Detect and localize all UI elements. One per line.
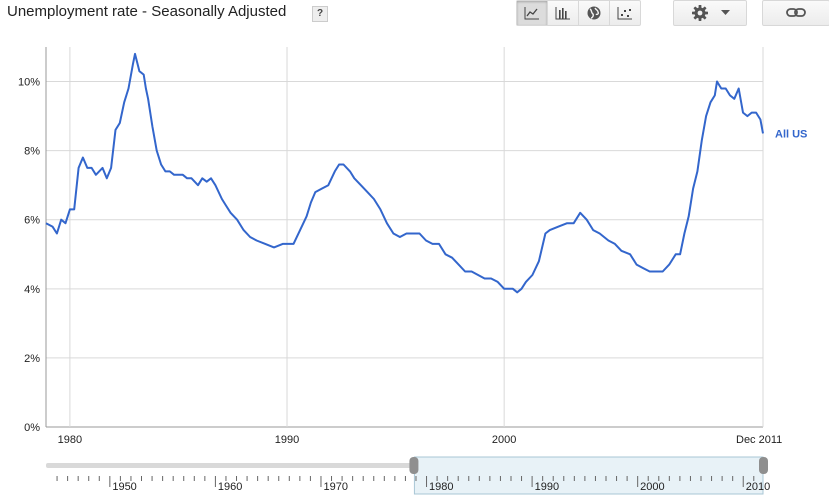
navigator-left-handle bbox=[409, 457, 419, 474]
nav-tick-label: 2000 bbox=[640, 481, 664, 493]
link-button[interactable] bbox=[762, 0, 829, 26]
nav-tick-label: 1990 bbox=[535, 481, 559, 493]
navigator-selection bbox=[413, 456, 764, 495]
scatter-icon[interactable] bbox=[610, 1, 640, 25]
bar-chart-icon[interactable] bbox=[548, 1, 579, 25]
help-button[interactable]: ? bbox=[312, 6, 328, 22]
nav-tick-label: 1970 bbox=[323, 481, 347, 493]
nav-tick-label: 1980 bbox=[429, 481, 453, 493]
settings-menu-button[interactable] bbox=[673, 0, 747, 26]
line-chart-icon[interactable] bbox=[517, 1, 548, 25]
navigator-right-handle bbox=[759, 457, 768, 474]
nav-tick-label: 2010 bbox=[746, 481, 770, 493]
map-globe-icon[interactable] bbox=[579, 1, 610, 25]
chart-type-toolbar bbox=[516, 0, 641, 26]
chevron-down-icon bbox=[720, 10, 730, 16]
link-icon bbox=[786, 7, 806, 19]
chart-title: Unemployment rate - Seasonally Adjusted bbox=[7, 3, 287, 20]
navigator-axis: 1950 1960 1970 1980 1990 2000 2010 bbox=[56, 476, 770, 493]
gear-icon bbox=[691, 4, 709, 22]
nav-tick-label: 1950 bbox=[112, 481, 136, 493]
nav-tick-label: 1960 bbox=[218, 481, 242, 493]
